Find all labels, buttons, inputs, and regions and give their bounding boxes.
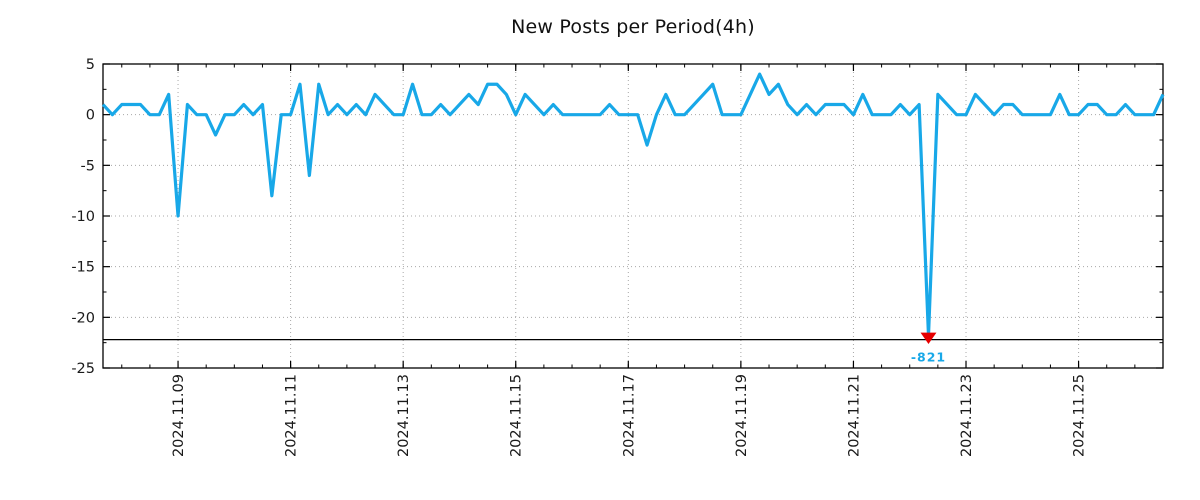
y-tick-label: -5 (81, 158, 95, 174)
min-marker-triangle-down-icon (920, 332, 937, 344)
x-tick-label: 2024.11.11 (284, 374, 300, 457)
y-tick-label: -10 (71, 209, 95, 225)
y-tick-label: 5 (86, 57, 95, 73)
x-tick-label: 2024.11.21 (846, 374, 862, 457)
x-tick-label: 2024.11.13 (396, 374, 412, 457)
y-tick-label: -25 (71, 361, 95, 377)
x-tick-label: 2024.11.25 (1072, 374, 1088, 457)
y-tick-label: -20 (71, 310, 95, 326)
x-tick-label: 2024.11.17 (621, 374, 637, 457)
x-tick-label: 2024.11.23 (959, 374, 975, 457)
x-tick-label: 2024.11.09 (171, 374, 187, 457)
x-tick-label: 2024.11.15 (509, 374, 525, 457)
x-tick-label: 2024.11.19 (734, 374, 750, 457)
min-value-label: -821 (911, 350, 946, 365)
chart-title: New Posts per Period(4h) (511, 16, 755, 38)
y-tick-label: -15 (71, 260, 95, 276)
y-tick-label: 0 (86, 108, 95, 124)
series-line (101, 72, 1165, 338)
